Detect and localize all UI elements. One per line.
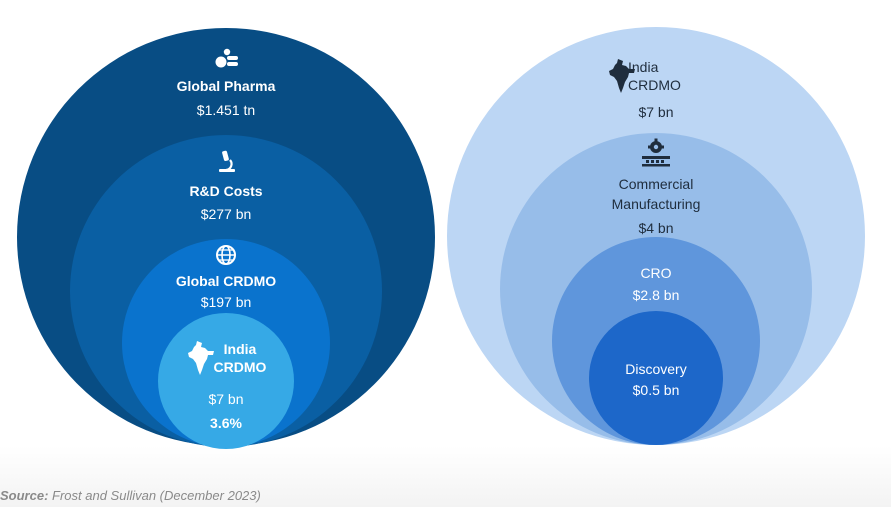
source-text: Frost and Sullivan (December 2023) — [48, 488, 261, 503]
right-india-crdmo-value: $7 bn — [638, 104, 674, 120]
cro-title: CRO — [640, 265, 672, 281]
india-crdmo-value: $7 bn — [208, 391, 244, 407]
right-india-crdmo-title-line1: India — [628, 59, 659, 75]
commercial-manufacturing-title-line1: Commercial — [618, 176, 694, 192]
microscope-icon — [219, 150, 235, 172]
globe-icon — [216, 245, 236, 265]
india-crdmo-title-line1: India — [223, 341, 257, 357]
global-crdmo-value: $197 bn — [200, 294, 252, 310]
source-label: Source: — [0, 488, 49, 503]
rd-costs-title: R&D Costs — [189, 183, 263, 199]
india-crdmo-circle — [158, 313, 294, 449]
factory-gear-icon — [642, 138, 670, 167]
commercial-manufacturing-title-line2: Manufacturing — [611, 196, 701, 212]
india-map-icon — [188, 341, 214, 375]
global-crdmo-title: Global CRDMO — [175, 273, 277, 289]
commercial-manufacturing-value: $4 bn — [638, 220, 674, 236]
discovery-circle — [589, 311, 723, 445]
right-india-crdmo-title-line2: CRDMO — [628, 77, 681, 93]
india-map-icon — [609, 59, 635, 93]
global-pharma-title: Global Pharma — [176, 78, 276, 94]
source-note: Source: Frost and Sullivan (December 202… — [0, 488, 261, 503]
india-crdmo-share: 3.6% — [210, 415, 242, 431]
rd-costs-value: $277 bn — [200, 206, 252, 222]
discovery-value: $0.5 bn — [632, 382, 680, 398]
global-pharma-value: $1.451 tn — [196, 102, 256, 118]
cro-value: $2.8 bn — [632, 287, 680, 303]
pills-icon — [215, 48, 238, 68]
discovery-title: Discovery — [625, 361, 687, 377]
india-crdmo-title-line2: CRDMO — [213, 359, 267, 375]
